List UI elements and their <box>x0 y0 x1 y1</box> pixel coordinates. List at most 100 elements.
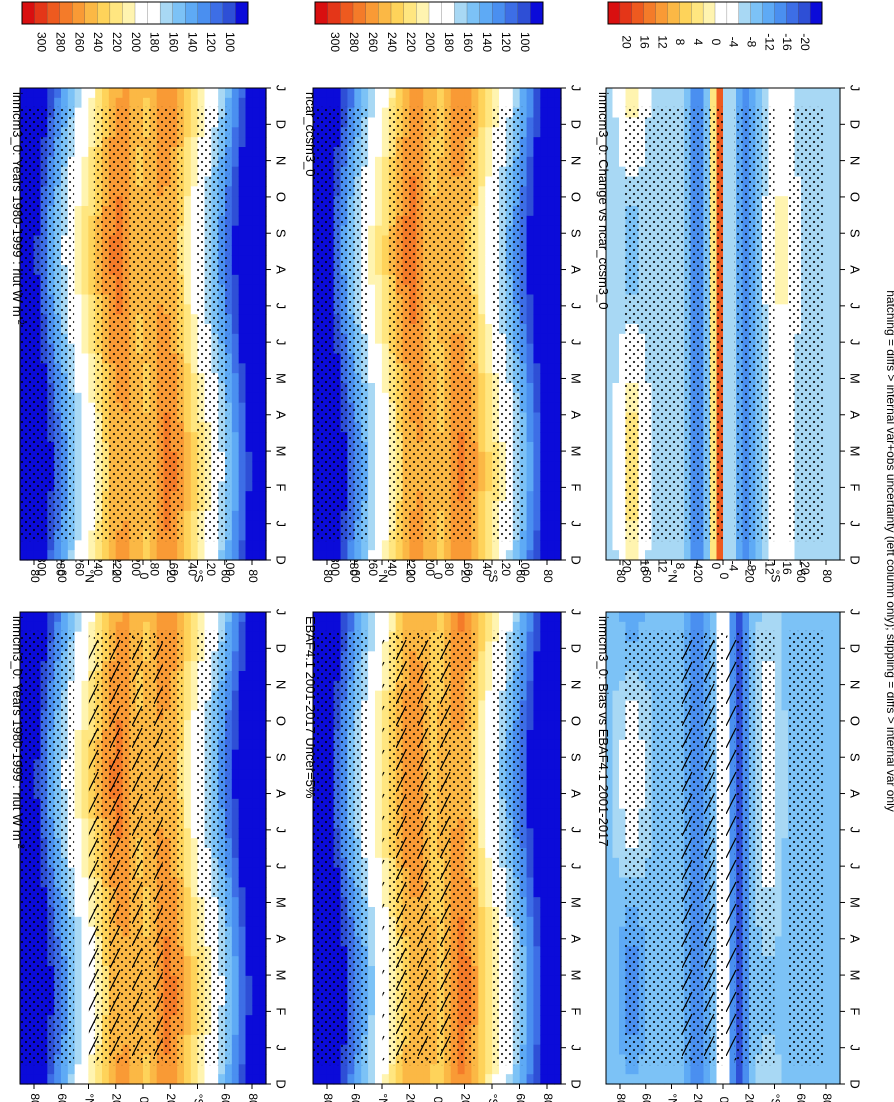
heatmap-cell <box>368 1015 376 1026</box>
heatmap-cell <box>81 166 89 178</box>
heatmap-cell <box>156 88 165 99</box>
heatmap-cell <box>74 907 83 918</box>
heatmap-cell <box>231 759 240 770</box>
colorbar-label: 240 <box>91 32 105 52</box>
heatmap-cell <box>245 530 253 541</box>
heatmap-cell <box>402 612 411 623</box>
heatmap-cell <box>88 383 96 394</box>
heatmap-cell <box>430 612 438 623</box>
heatmap-cell <box>102 1064 110 1075</box>
heatmap-cell <box>20 540 28 551</box>
heatmap-cell <box>259 117 267 128</box>
heatmap-cell <box>375 730 383 741</box>
heatmap-cell <box>231 877 240 888</box>
heatmap-cell <box>81 1044 89 1056</box>
heatmap-cell <box>238 720 247 731</box>
heatmap-cell <box>67 540 76 551</box>
heatmap-cell <box>108 550 117 561</box>
heatmap-cell <box>231 324 240 335</box>
heatmap-cell <box>252 235 260 246</box>
heatmap-cell <box>252 491 260 502</box>
heatmap-cell <box>259 166 267 178</box>
heatmap-cell <box>81 661 89 672</box>
heatmap-cell <box>190 661 199 672</box>
lat-tick-label: 20 <box>164 1093 178 1102</box>
heatmap-cell <box>485 612 493 623</box>
heatmap-cell <box>95 621 103 633</box>
heatmap-cell <box>218 612 226 623</box>
heatmap-cell <box>259 245 267 256</box>
heatmap-cell <box>485 867 493 879</box>
heatmap-cell <box>245 363 253 374</box>
heatmap-cell <box>129 1064 137 1075</box>
heatmap-cell <box>74 540 83 551</box>
heatmap-cell <box>184 848 192 859</box>
heatmap-cell <box>252 936 260 947</box>
heatmap-cell <box>184 946 192 957</box>
heatmap-cell <box>245 471 253 482</box>
heatmap-cell <box>485 621 493 633</box>
heatmap-cell <box>190 769 199 780</box>
heatmap-cell <box>238 789 247 800</box>
heatmap-cell <box>259 491 267 502</box>
heatmap-cell <box>259 730 267 741</box>
heatmap-cell <box>238 107 247 119</box>
heatmap-cell <box>499 612 507 623</box>
heatmap-cell <box>375 985 383 997</box>
heatmap-cell <box>259 540 267 551</box>
heatmap-cell <box>177 97 185 109</box>
heatmap-cell <box>225 612 233 623</box>
heatmap-cell <box>74 107 83 119</box>
heatmap-cell <box>190 798 199 810</box>
heatmap-cell <box>184 720 192 731</box>
heatmap-cell <box>485 907 493 918</box>
heatmap-cell <box>238 641 247 652</box>
month-tick-label: J <box>274 609 289 616</box>
heatmap-cell <box>163 550 171 561</box>
heatmap-cell <box>81 749 89 761</box>
heatmap-cell <box>375 680 383 692</box>
heatmap-cell <box>33 97 42 109</box>
heatmap-cell <box>238 936 247 947</box>
heatmap-cell <box>485 720 493 731</box>
heatmap-cell <box>252 956 260 967</box>
lat-tick-label: 60 <box>55 569 69 583</box>
heatmap-cell <box>81 769 89 780</box>
heatmap-cell <box>478 1005 486 1016</box>
heatmap-cell <box>238 530 247 541</box>
heatmap-cell <box>81 700 89 711</box>
heatmap-cell <box>88 550 96 561</box>
heatmap-cell <box>190 196 199 207</box>
heatmap-cell <box>74 946 83 957</box>
heatmap-cell <box>238 147 247 158</box>
heatmap-cell <box>395 1064 404 1075</box>
heatmap-cell <box>478 956 486 967</box>
heatmap-cell <box>245 798 253 810</box>
heatmap-cell <box>95 550 103 561</box>
heatmap-cell <box>245 225 253 237</box>
heatmap-cell <box>184 1034 192 1046</box>
heatmap-cell <box>231 798 240 810</box>
heatmap-cell <box>319 612 328 623</box>
heatmap-cell <box>231 540 240 551</box>
heatmap-cell <box>95 97 103 109</box>
heatmap-cell <box>238 451 247 463</box>
heatmap-cell <box>190 520 199 532</box>
heatmap-cell <box>156 612 165 623</box>
heatmap-cell <box>74 461 83 473</box>
colorbar-swatch <box>109 1 123 25</box>
heatmap-cell <box>231 501 240 512</box>
heatmap-cell <box>190 383 199 394</box>
heatmap-cell <box>136 550 144 561</box>
heatmap-cell <box>88 97 96 109</box>
heatmap-cell <box>238 759 247 770</box>
lat-tick-label: 60 <box>219 1093 233 1102</box>
heatmap-cell <box>129 1074 137 1085</box>
heatmap-cell <box>190 481 199 492</box>
heatmap-cell <box>375 779 383 790</box>
heatmap-cell <box>74 333 83 345</box>
heatmap-cell <box>368 828 376 839</box>
heatmap-cell <box>74 274 83 286</box>
heatmap-cell <box>252 1034 260 1046</box>
month-tick-label: D <box>274 1079 289 1088</box>
